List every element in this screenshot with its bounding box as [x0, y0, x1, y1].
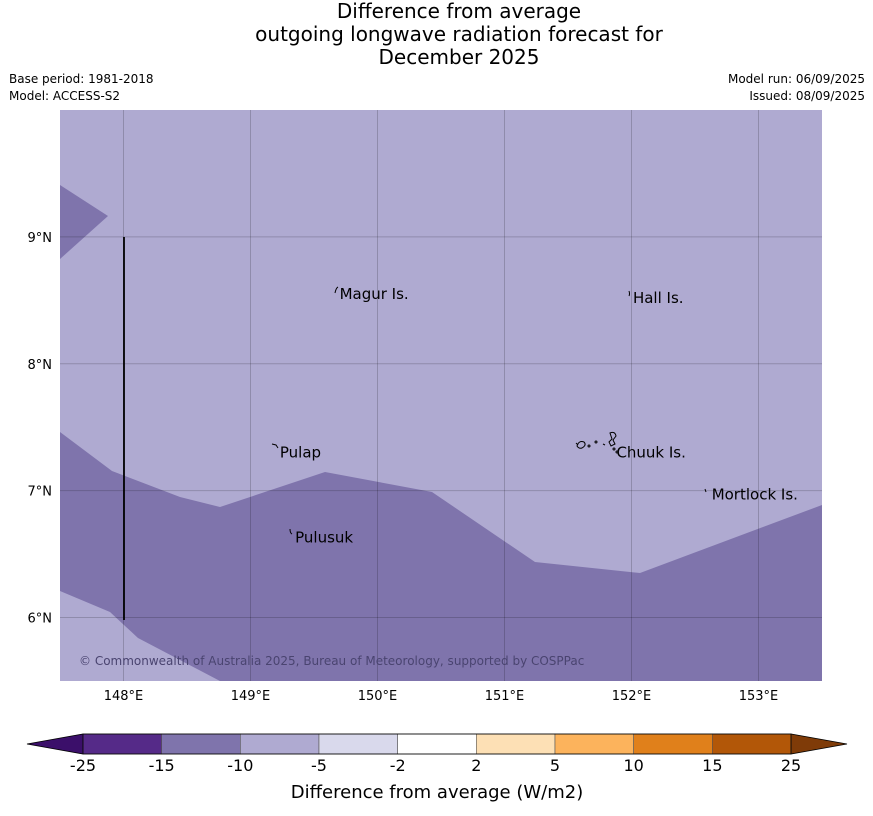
lon-tick-label-150: 150°E — [358, 689, 398, 704]
pulusuk-island-shape — [289, 528, 293, 535]
colorbar-label-3: -5 — [311, 756, 327, 775]
colorbar-label-5: 2 — [471, 756, 481, 775]
colorbar-segment-0 — [82, 733, 162, 755]
place-label-hall-is: Hall Is. — [633, 289, 684, 307]
colorbar-title: Difference from average (W/m2) — [291, 782, 583, 803]
colorbar-label-0: -25 — [70, 756, 96, 775]
axis-tick-labels: 148°E 149°E 150°E 151°E 152°E 153°E 9°N 8°N 7°N 6… — [28, 231, 779, 704]
mortlock-island-shape — [704, 488, 707, 493]
colorbar-segment-4 — [397, 733, 477, 755]
pulap-island-shape — [271, 443, 279, 449]
chart-title: Difference from average outgoing longwav… — [0, 0, 873, 69]
title-line-3: December 2025 — [378, 45, 540, 69]
place-label-chuuk-is: Chuuk Is. — [616, 444, 685, 462]
island-outlines — [271, 286, 707, 535]
lon-tick-label-151: 151°E — [485, 689, 525, 704]
colorbar-segment-7 — [633, 733, 713, 755]
map-area: Magur Is. Hall Is. Pulap Chuuk Is. Mortlock … — [60, 110, 822, 681]
lat-tick-label-8: 8°N — [28, 358, 53, 373]
issued-date: Issued: 08/09/2025 — [749, 89, 865, 103]
lat-tick-label-6: 6°N — [28, 612, 53, 627]
colorbar-segment-1 — [161, 733, 241, 755]
colorbar-label-4: -2 — [390, 756, 406, 775]
model-run: Model run: 06/09/2025 — [727, 72, 865, 86]
colorbar-label-2: -10 — [227, 756, 253, 775]
colorbar-segment-2 — [240, 733, 320, 755]
lon-tick-label-153: 153°E — [739, 689, 779, 704]
base-period: Base period: 1981-2018 — [9, 72, 154, 86]
place-label-mortlock-is: Mortlock Is. — [712, 485, 798, 503]
anomaly-region-south — [60, 432, 822, 681]
place-labels: Magur Is. Hall Is. Pulap Chuuk Is. Mortlock … — [280, 285, 798, 547]
meta-left: Base period: 1981-2018 Model: ACCESS-S2 — [9, 71, 154, 105]
meta-right: Model run: 06/09/2025 Issued: 08/09/2025 — [728, 71, 865, 105]
colorbar-segment-6 — [554, 733, 634, 755]
place-label-pulusuk: Pulusuk — [295, 529, 353, 547]
colorbar-segment-5 — [476, 733, 556, 755]
colorbar-segment-3 — [318, 733, 398, 755]
colorbar-label-6: 5 — [550, 756, 560, 775]
lon-tick-label-149: 149°E — [231, 689, 271, 704]
anomaly-region-northwest — [60, 185, 108, 259]
colorbar-under-arrow — [26, 733, 84, 755]
colorbar-label-8: 15 — [702, 756, 722, 775]
lon-tick-label-148: 148°E — [104, 689, 144, 704]
title-line-2: outgoing longwave radiation forecast for — [255, 22, 663, 46]
lat-tick-label-9: 9°N — [28, 231, 53, 246]
place-label-pulap: Pulap — [280, 444, 321, 462]
colorbar-frame — [82, 733, 792, 755]
lon-tick-label-152: 152°E — [612, 689, 652, 704]
title-line-1: Difference from average — [336, 0, 582, 23]
colorbar-over-arrow — [790, 733, 848, 755]
model-name: Model: ACCESS-S2 — [9, 89, 121, 103]
lat-tick-label-7: 7°N — [28, 485, 53, 500]
hall-island-shape — [628, 290, 630, 297]
colorbar: -25 -15 -10 -5 -2 2 5 10 15 25 — [26, 733, 848, 775]
colorbar-label-7: 10 — [623, 756, 643, 775]
chuuk-island-shapes — [575, 431, 619, 454]
colorbar-label-1: -15 — [149, 756, 175, 775]
place-label-magur-is: Magur Is. — [340, 285, 409, 303]
copyright-notice: © Commonwealth of Australia 2025, Bureau… — [79, 654, 584, 668]
colorbar-segment-8 — [712, 733, 792, 755]
colorbar-label-9: 25 — [781, 756, 801, 775]
magur-island-shape — [334, 286, 339, 294]
